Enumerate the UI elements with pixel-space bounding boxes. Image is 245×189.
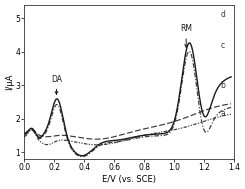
Text: RM: RM <box>180 24 192 47</box>
Y-axis label: I/μA: I/μA <box>5 74 14 90</box>
Text: d: d <box>221 10 226 19</box>
Text: DA: DA <box>51 75 62 94</box>
X-axis label: E/V (vs. SCE): E/V (vs. SCE) <box>102 175 156 184</box>
Text: b: b <box>221 81 226 90</box>
Text: a: a <box>221 109 225 118</box>
Text: c: c <box>221 41 225 50</box>
